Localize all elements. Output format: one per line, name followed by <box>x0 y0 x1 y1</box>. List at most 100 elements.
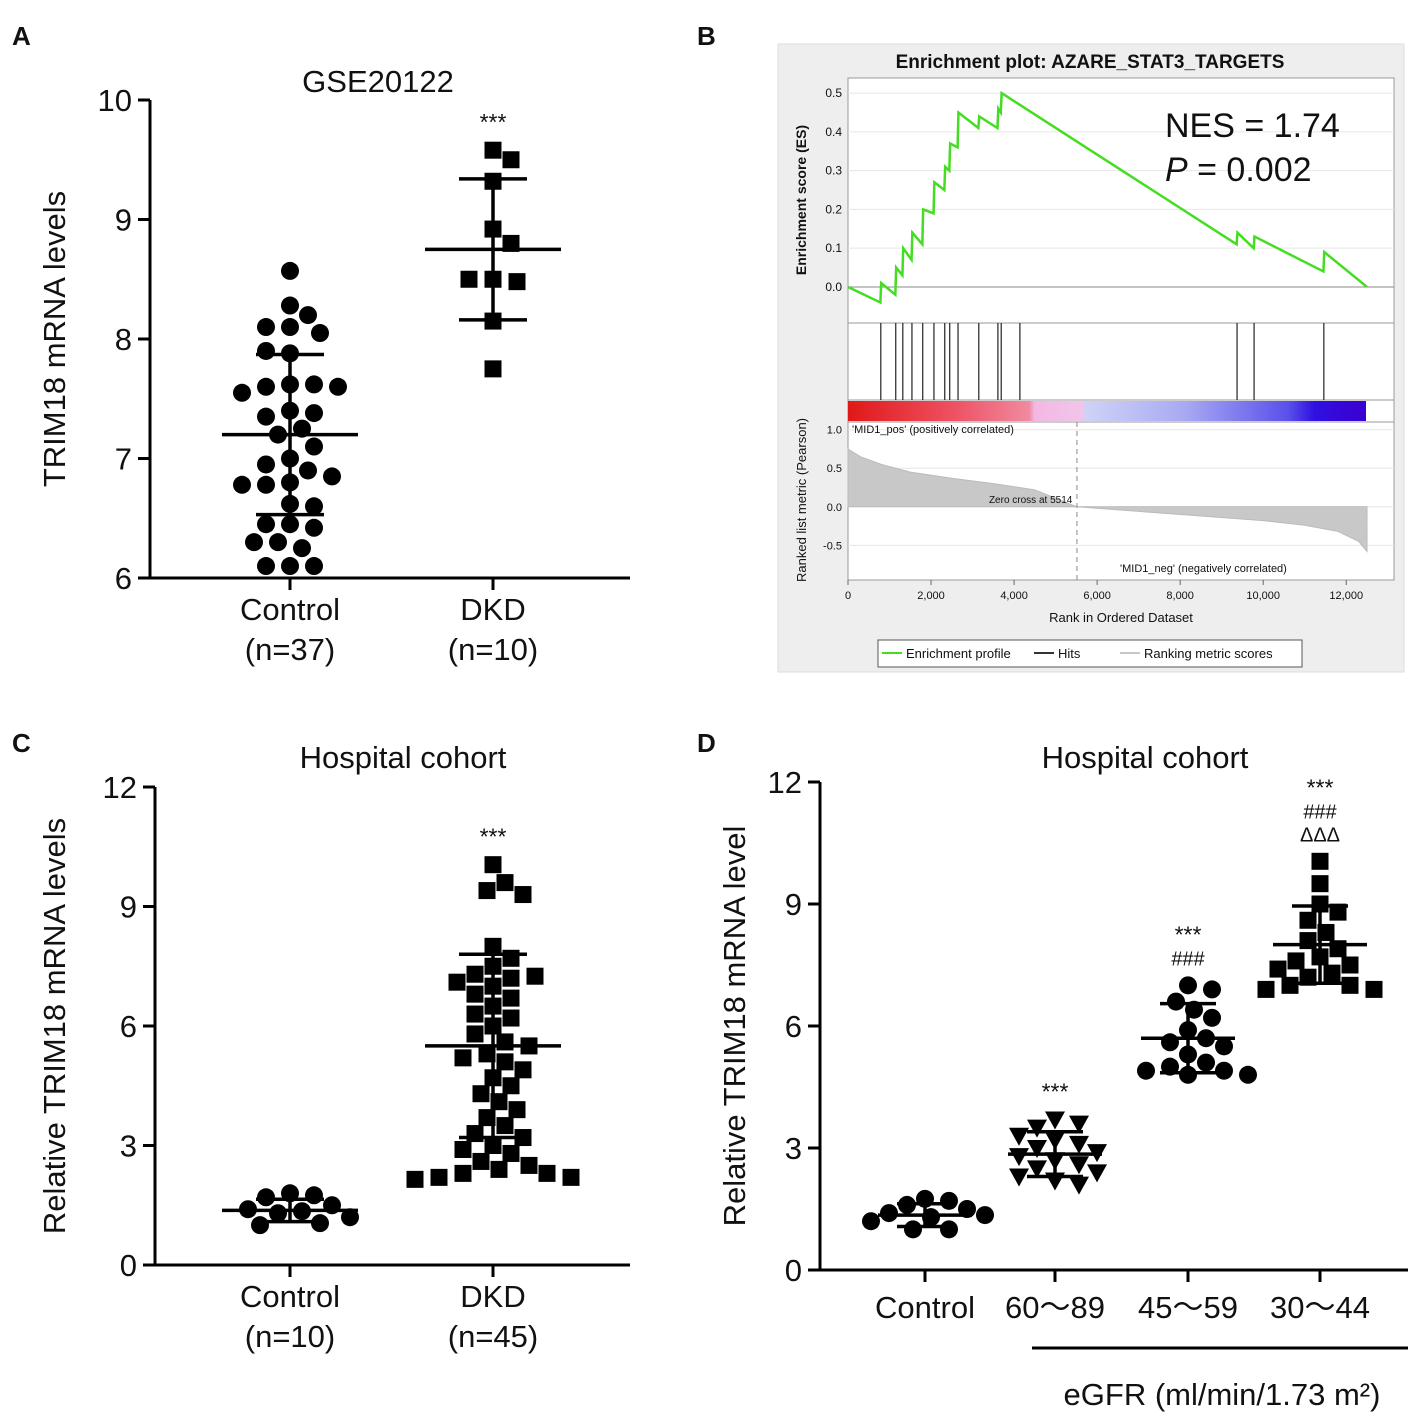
y-tick-label: 0.5 <box>827 463 842 475</box>
dot <box>1281 976 1299 994</box>
significance-label: ΔΔΔ <box>1300 824 1340 846</box>
dot <box>1009 1168 1029 1187</box>
dot <box>1311 875 1329 893</box>
significance-label: *** <box>480 824 507 850</box>
dot <box>1069 1156 1089 1175</box>
dot <box>257 377 275 396</box>
dot <box>1299 932 1317 950</box>
dot <box>257 557 275 576</box>
chart-title: Hospital cohort <box>1042 740 1249 775</box>
dot <box>257 318 275 337</box>
dot <box>484 141 502 159</box>
dot <box>341 1208 359 1227</box>
y-tick-label: 1.0 <box>827 425 842 437</box>
dot <box>1027 1160 1047 1179</box>
dot <box>448 973 466 991</box>
y-axis-label: Relative TRIM18 mRNA level <box>717 826 752 1227</box>
dot <box>502 949 520 967</box>
dot <box>257 475 275 494</box>
gsea-rank-bar <box>848 401 1366 421</box>
dot <box>862 1212 880 1231</box>
dot <box>454 1049 472 1067</box>
x-tick-label: 8,000 <box>1166 590 1194 602</box>
dot <box>251 1216 269 1235</box>
dot <box>496 874 514 892</box>
dot <box>1161 1033 1179 1052</box>
y-tick-label: -0.5 <box>823 540 842 552</box>
x-tick-label: Control <box>875 1290 975 1325</box>
dot <box>1323 964 1341 982</box>
dot <box>257 455 275 474</box>
x-tick-label: 6,000 <box>1083 590 1111 602</box>
dot <box>1179 976 1197 995</box>
dot <box>281 296 299 315</box>
dot <box>484 1137 502 1154</box>
dot <box>514 886 532 904</box>
dot <box>496 1053 514 1071</box>
dot <box>466 965 484 983</box>
dot <box>478 882 496 900</box>
dot <box>1137 1061 1155 1080</box>
y-tick-label: 7 <box>115 442 132 477</box>
dot <box>257 341 275 360</box>
dot <box>1045 1111 1065 1130</box>
x-tick-label: 12,000 <box>1329 590 1363 602</box>
y-tick-label: 0.2 <box>825 202 842 216</box>
chart-title: GSE20122 <box>302 64 454 99</box>
dot <box>257 407 275 426</box>
dot <box>1269 960 1287 978</box>
dot <box>508 273 526 291</box>
zero-cross-label: Zero cross at 5514 <box>989 495 1073 506</box>
x-tick-label: (n=45) <box>448 1319 538 1354</box>
dot <box>1197 1053 1215 1072</box>
significance-label: *** <box>480 109 507 135</box>
x-tick-label: 30～44 <box>1270 1290 1370 1325</box>
dot <box>269 533 287 552</box>
significance-label: ### <box>1303 801 1337 823</box>
dot <box>281 261 299 280</box>
dot <box>269 1204 287 1223</box>
dot <box>454 1140 472 1158</box>
dot <box>1287 952 1305 970</box>
y-tick-label: 10 <box>98 83 132 118</box>
x-tick-label: 10,000 <box>1246 590 1280 602</box>
x-tick-label: DKD <box>460 592 525 627</box>
y-tick-label: 12 <box>768 765 802 800</box>
y-tick-label: 0.0 <box>825 280 842 294</box>
dot <box>1215 1037 1233 1056</box>
legend-label: Hits <box>1058 646 1081 661</box>
dot <box>329 377 347 396</box>
dot <box>472 1152 490 1170</box>
dot <box>1167 992 1185 1011</box>
dot <box>502 989 520 1007</box>
y-tick-label: 9 <box>115 203 132 238</box>
dot <box>940 1220 958 1239</box>
x-tick-label: 4,000 <box>1000 590 1028 602</box>
x-tick-label: 60～89 <box>1005 1290 1105 1325</box>
dot <box>1027 1119 1047 1138</box>
dot <box>305 497 323 516</box>
dot <box>305 518 323 537</box>
dot <box>502 1077 520 1095</box>
dot <box>460 270 478 288</box>
dot <box>305 404 323 423</box>
significance-label: ### <box>1171 948 1205 970</box>
y-tick-label: 0.4 <box>825 125 842 139</box>
dot <box>305 437 323 456</box>
dot <box>454 1164 472 1182</box>
chart-title: Hospital cohort <box>300 740 507 775</box>
neg-label: 'MID1_neg' (negatively correlated) <box>1120 563 1287 575</box>
dot <box>281 557 299 576</box>
significance-label: *** <box>1307 774 1334 800</box>
y-tick-label: 8 <box>115 322 132 357</box>
dot <box>508 1101 526 1119</box>
x-tick-label: (n=37) <box>245 632 335 667</box>
x-tick-label: 2,000 <box>917 590 945 602</box>
y-tick-label: 12 <box>103 770 137 805</box>
dot <box>1203 1008 1221 1027</box>
dot <box>1329 903 1347 921</box>
dot <box>299 306 317 325</box>
dot <box>976 1206 994 1225</box>
x-tick-label: (n=10) <box>448 632 538 667</box>
x-tick-label: DKD <box>460 1279 525 1314</box>
